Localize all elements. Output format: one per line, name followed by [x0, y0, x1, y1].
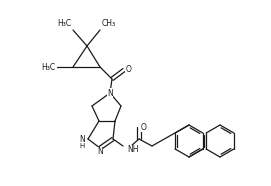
- Text: O: O: [126, 65, 132, 75]
- Text: CH₃: CH₃: [102, 19, 116, 28]
- Text: NH: NH: [127, 145, 138, 155]
- Text: N: N: [107, 89, 113, 97]
- Text: N: N: [79, 135, 85, 145]
- Text: N: N: [97, 147, 103, 156]
- Text: H: H: [80, 143, 85, 149]
- Text: H₃C: H₃C: [57, 19, 71, 28]
- Text: H₃C: H₃C: [41, 62, 55, 71]
- Text: O: O: [141, 123, 147, 132]
